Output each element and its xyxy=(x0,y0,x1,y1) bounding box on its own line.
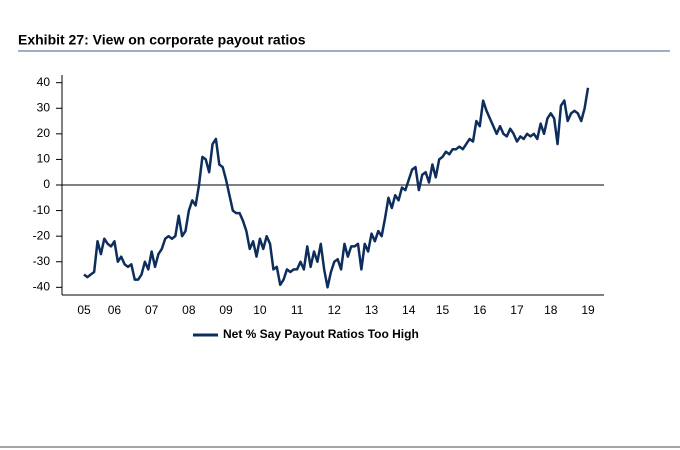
x-tick-label: 19 xyxy=(581,303,595,317)
x-tick-label: 15 xyxy=(436,303,450,317)
legend-label: Net % Say Payout Ratios Too High xyxy=(223,327,419,341)
y-tick-label: 40 xyxy=(37,75,51,89)
x-tick-label: 16 xyxy=(473,303,487,317)
x-tick-label: 10 xyxy=(253,303,267,317)
series-line xyxy=(83,87,590,289)
x-tick-label: 08 xyxy=(182,303,196,317)
x-tick-label: 14 xyxy=(402,303,416,317)
y-tick-label: 30 xyxy=(37,100,51,114)
y-tick-label: -30 xyxy=(33,254,51,268)
y-tick-label: 0 xyxy=(43,177,50,191)
chart-title: Exhibit 27: View on corporate payout rat… xyxy=(18,32,306,48)
y-tick-label: -20 xyxy=(33,228,51,242)
x-tick-label: 06 xyxy=(108,303,122,317)
y-tick-label: 10 xyxy=(37,152,51,166)
x-tick-label: 11 xyxy=(291,303,304,317)
x-tick-label: 07 xyxy=(145,303,159,317)
x-tick-label: 05 xyxy=(77,303,91,317)
x-tick-label: 12 xyxy=(328,303,342,317)
y-tick-label: -40 xyxy=(33,279,51,293)
x-tick-label: 13 xyxy=(365,303,379,317)
x-tick-label: 09 xyxy=(219,303,233,317)
y-tick-label: 20 xyxy=(37,126,51,140)
x-tick-label: 17 xyxy=(510,303,524,317)
y-tick-label: -10 xyxy=(33,203,51,217)
x-tick-label: 18 xyxy=(544,303,558,317)
